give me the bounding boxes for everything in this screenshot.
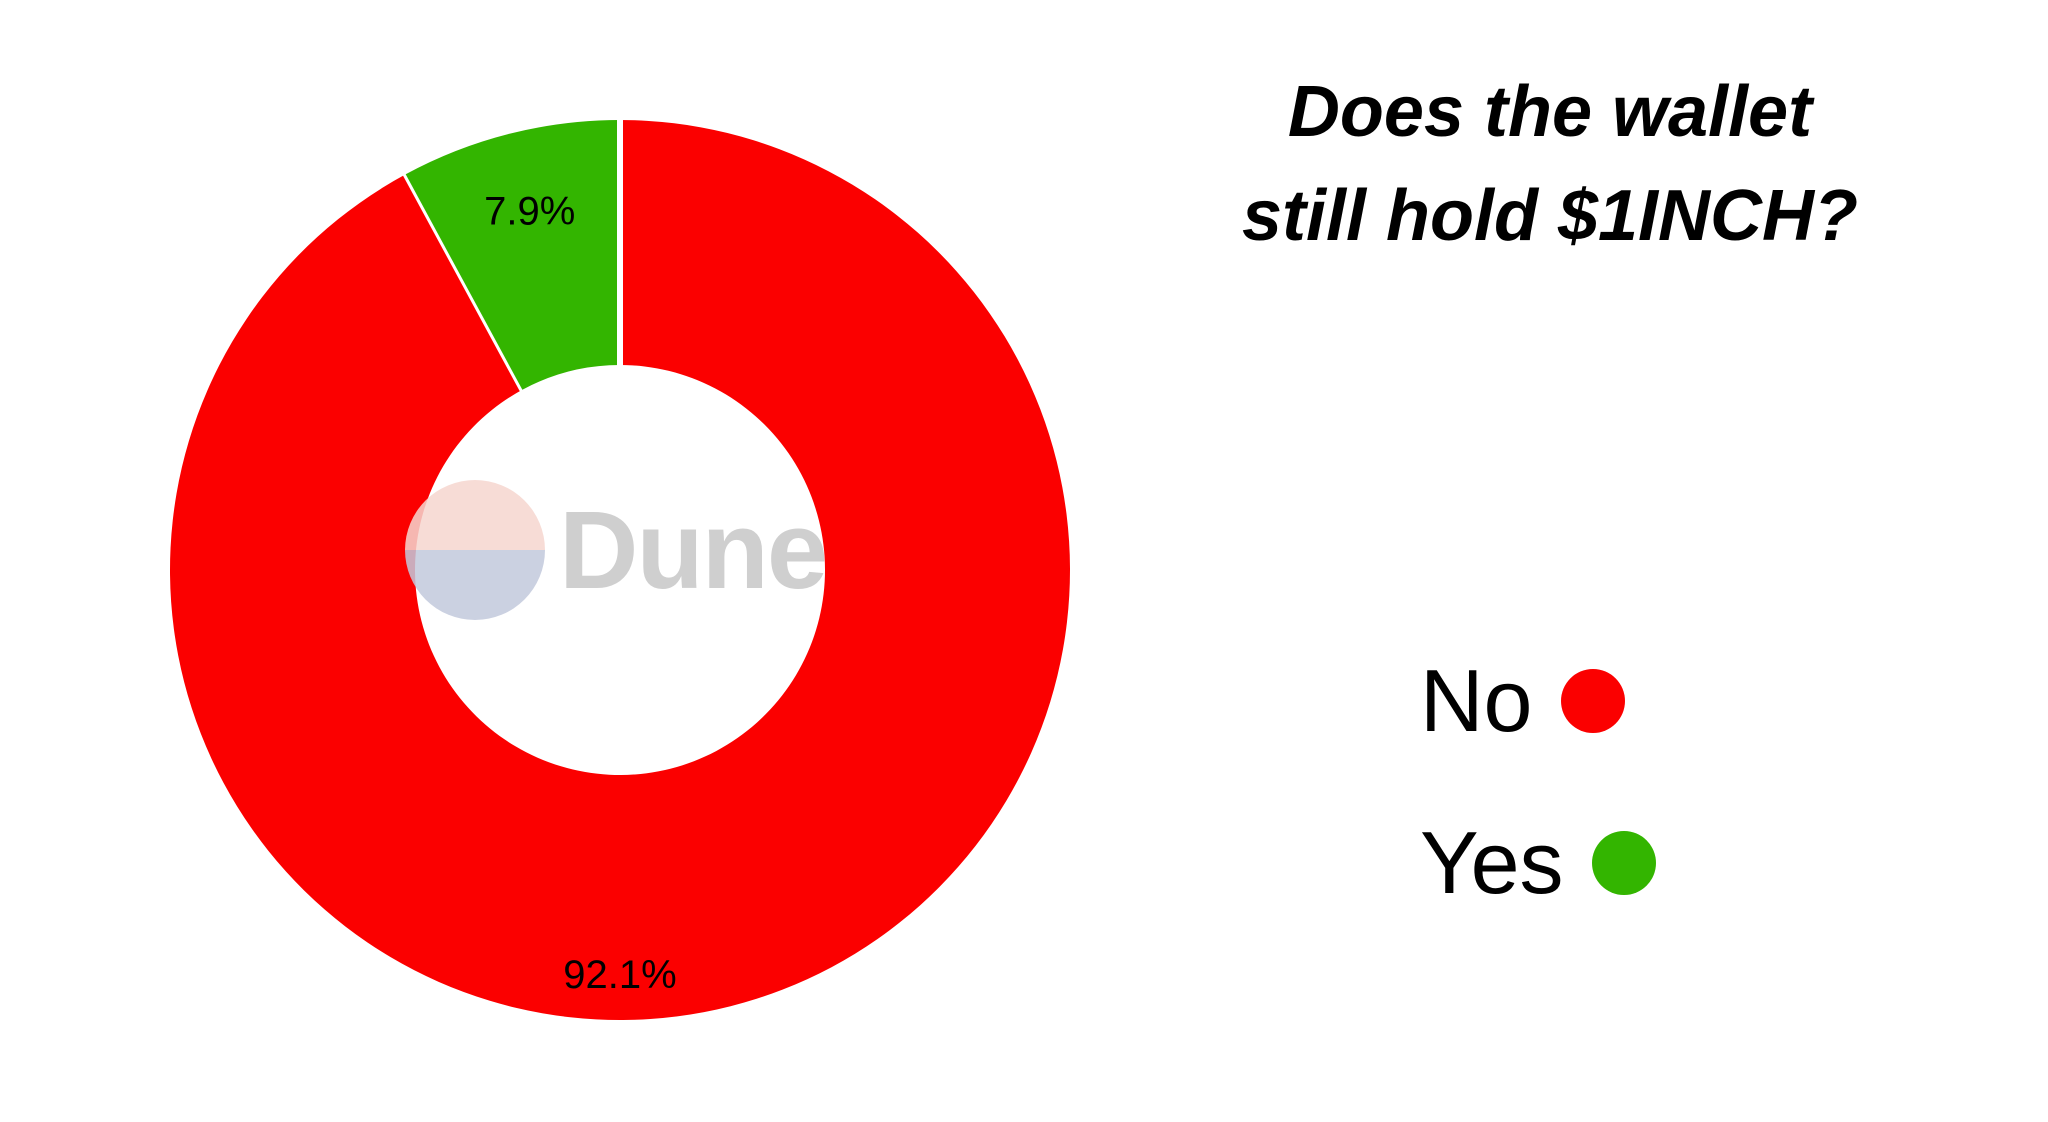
dune-watermark: Dune xyxy=(405,480,826,620)
legend: No Yes xyxy=(1420,650,1656,914)
slice-label-yes: 7.9% xyxy=(484,189,575,233)
dune-logo-icon xyxy=(405,480,545,620)
legend-label: No xyxy=(1420,650,1533,752)
legend-label: Yes xyxy=(1420,812,1564,914)
legend-item-yes: Yes xyxy=(1420,812,1656,914)
title-line-2: still hold $1INCH? xyxy=(1242,176,1858,256)
watermark-text: Dune xyxy=(559,487,826,614)
chart-container: 92.1% 7.9% Dune Does the wallet still hol… xyxy=(0,0,2048,1122)
legend-dot-icon xyxy=(1592,831,1656,895)
legend-dot-icon xyxy=(1561,669,1625,733)
chart-title: Does the wallet still hold $1INCH? xyxy=(1120,60,1980,269)
slice-label-no: 92.1% xyxy=(563,953,676,997)
legend-item-no: No xyxy=(1420,650,1656,752)
title-line-1: Does the wallet xyxy=(1288,72,1812,152)
